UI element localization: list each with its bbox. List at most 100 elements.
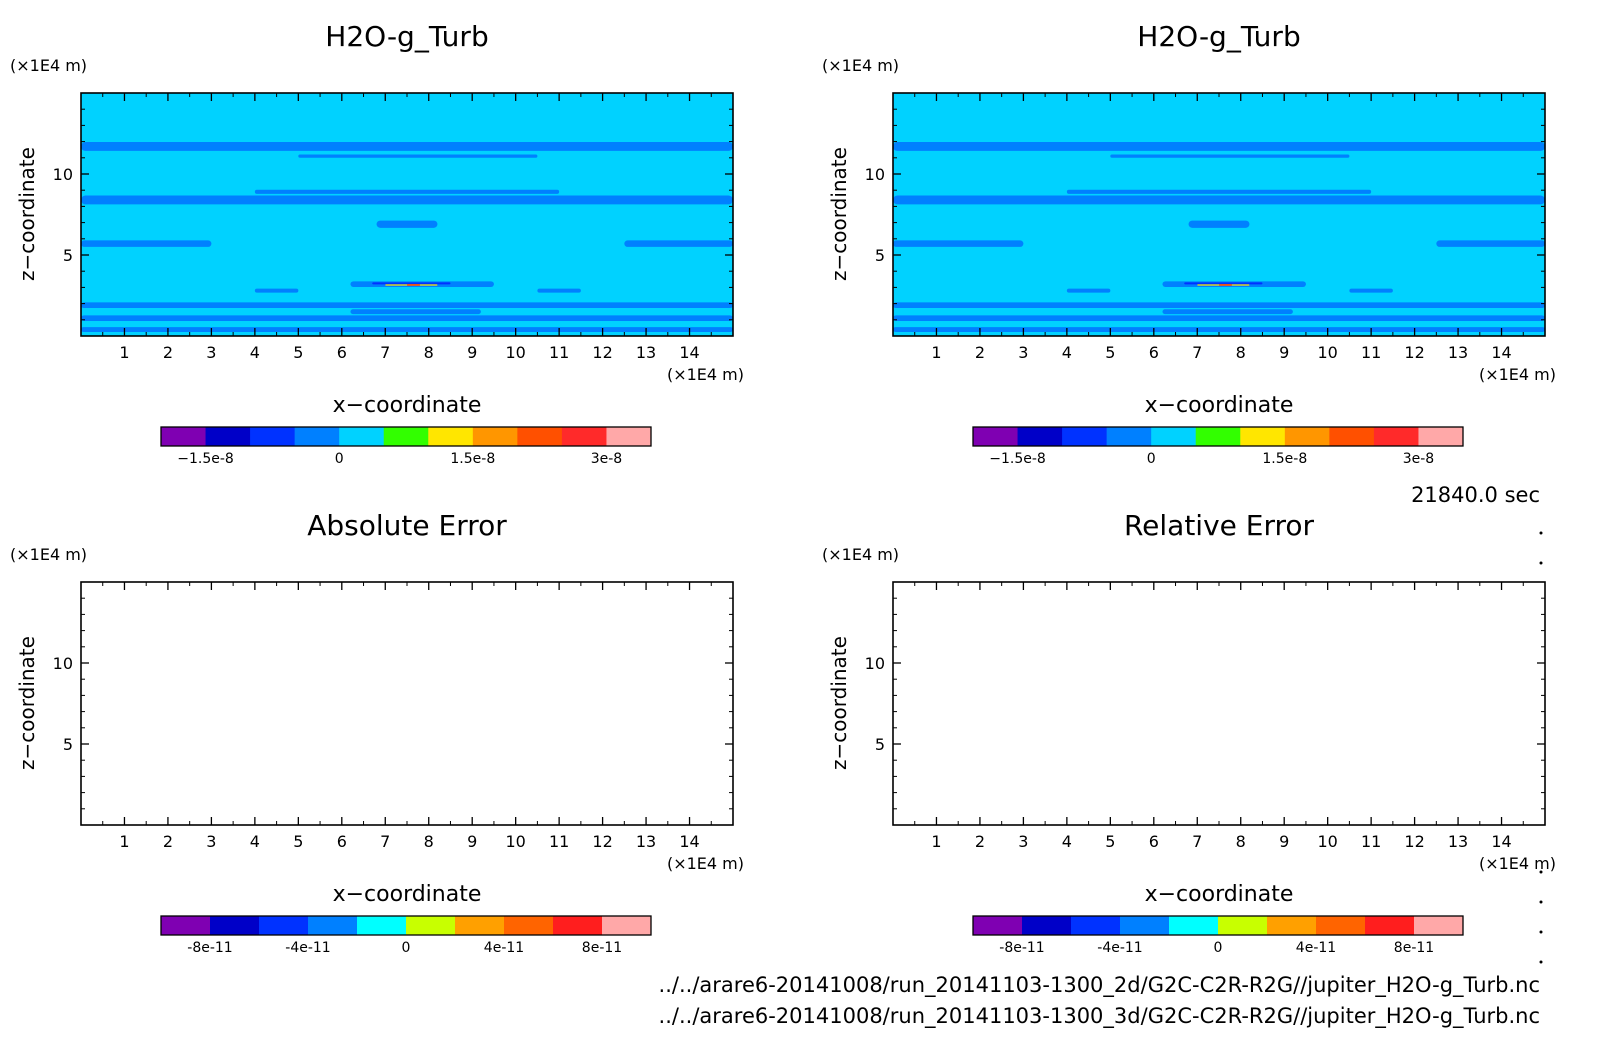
colorbar-tick-label: 0 <box>1214 940 1223 956</box>
x-tick-label: 2 <box>163 343 173 362</box>
colorbar-tick-label: -8e-11 <box>187 940 232 956</box>
colorbar-swatch <box>1062 427 1108 446</box>
chart-panel-4: Relative Error(×1E4 m)1 2 3 4 5 6 7 8 9 10 11 12 13 1… <box>822 509 1556 956</box>
x-tick-label: 14 <box>679 832 699 851</box>
colorbar-swatch <box>1120 916 1170 935</box>
colorbar-swatch <box>357 916 407 935</box>
x-tick-label: 12 <box>592 343 612 362</box>
colorbar-swatch <box>428 427 474 446</box>
x-tick-label: 6 <box>337 832 347 851</box>
z-tick-label: 10 <box>865 165 885 184</box>
chart-title: Absolute Error <box>307 509 507 542</box>
contour-band <box>254 288 299 293</box>
contour-band <box>254 189 560 194</box>
colorbar-tick-label: -4e-11 <box>285 940 330 956</box>
colorbar-swatch <box>553 916 603 935</box>
chart-panel-2: H2O-g_Turb(×1E4 m)1 2 3 4 5 6 7 8 9 10 11 12 13 14510… <box>822 20 1556 467</box>
x-tick-label: 8 <box>424 343 434 362</box>
x-tick-label: 5 <box>293 832 303 851</box>
colorbar-swatch <box>259 916 309 935</box>
x-tick-label: 2 <box>975 343 985 362</box>
colorbar-tick-label: −1.5e-8 <box>989 451 1046 467</box>
colorbar-swatch <box>1071 916 1121 935</box>
colorbar-tick-label: 8e-11 <box>1394 940 1434 956</box>
chart-panel-1: H2O-g_Turb(×1E4 m)1 2 3 4 5 6 7 8 9 10 11 12 13 14510… <box>10 20 744 467</box>
contour-band <box>81 315 733 322</box>
x-tick-label: 9 <box>467 832 477 851</box>
x-tick-label: 2 <box>975 832 985 851</box>
x-unit-label: (×1E4 m) <box>667 854 744 873</box>
field-background <box>893 582 1545 825</box>
colorbar-swatch <box>1284 427 1330 446</box>
colorbar-swatch <box>973 916 1023 935</box>
colorbar-tick-label: -4e-11 <box>1097 940 1142 956</box>
file-path-2d: ../../arare6-20141008/run_20141103-1300_… <box>659 973 1540 998</box>
colorbar-tick-label: −1.5e-8 <box>177 451 234 467</box>
x-tick-label: 13 <box>636 343 656 362</box>
z-tick-label: 10 <box>53 165 73 184</box>
contour-band <box>893 327 1545 332</box>
field-background <box>81 582 733 825</box>
colorbar-frame <box>972 426 1464 447</box>
contour-band <box>893 142 1545 151</box>
x-tick-label: 3 <box>1018 832 1028 851</box>
colorbar-swatch <box>161 916 211 935</box>
contour-band <box>1110 154 1350 158</box>
colorbar-swatch <box>1106 427 1152 446</box>
colorbar-swatch <box>1218 916 1268 935</box>
x-unit-label: (×1E4 m) <box>1479 854 1556 873</box>
chart-title: H2O-g_Turb <box>325 20 488 53</box>
x-axis-label: x−coordinate <box>333 882 482 907</box>
x-tick-label: 9 <box>1279 343 1289 362</box>
contour-band <box>893 315 1545 322</box>
contour-band <box>1184 282 1263 285</box>
colorbar-swatch <box>504 916 554 935</box>
x-unit-label: (×1E4 m) <box>667 365 744 384</box>
field-background <box>893 93 1545 336</box>
contour-band <box>1219 284 1233 286</box>
x-axis-label: x−coordinate <box>1145 393 1294 418</box>
chart-title: Relative Error <box>1124 509 1315 542</box>
x-tick-label: 12 <box>592 832 612 851</box>
colorbar-swatch <box>561 427 607 446</box>
x-tick-label: 9 <box>467 343 477 362</box>
time-label: 21840.0 sec <box>1411 483 1540 507</box>
colorbar-swatch <box>1365 916 1415 935</box>
x-tick-label: 9 <box>1279 832 1289 851</box>
x-tick-label: 7 <box>1192 343 1202 362</box>
x-tick-label: 6 <box>1149 832 1159 851</box>
colorbar-frame <box>160 426 652 447</box>
z-tick-label: 10 <box>865 654 885 673</box>
colorbar-swatch <box>517 427 563 446</box>
contour-band <box>298 154 538 158</box>
colorbar-swatch <box>1022 916 1072 935</box>
y-axis-label: z−coordinate <box>15 636 39 770</box>
x-tick-label: 10 <box>1317 832 1337 851</box>
x-axis-label: x−coordinate <box>1145 882 1294 907</box>
x-tick-label: 6 <box>337 343 347 362</box>
contour-band <box>1066 288 1111 293</box>
contour-band <box>81 142 733 151</box>
contour-band <box>350 309 481 315</box>
contour-band <box>537 288 581 293</box>
x-tick-label: 10 <box>505 343 525 362</box>
x-tick-label: 14 <box>679 343 699 362</box>
colorbar-swatch <box>1195 427 1241 446</box>
contour-band <box>1162 309 1293 315</box>
x-tick-label: 6 <box>1149 343 1159 362</box>
z-tick-label: 5 <box>875 735 885 754</box>
y-axis-label: z−coordinate <box>15 147 39 281</box>
colorbar-tick-label: 4e-11 <box>1296 940 1336 956</box>
contour-band <box>624 240 733 247</box>
contour-band <box>893 240 1024 247</box>
x-tick-label: 8 <box>1236 832 1246 851</box>
x-tick-label: 11 <box>549 343 569 362</box>
colorbar-swatch <box>406 916 456 935</box>
x-tick-label: 7 <box>380 832 390 851</box>
x-tick-label: 5 <box>1105 832 1115 851</box>
colorbar-tick-label: 3e-8 <box>1403 451 1434 467</box>
x-tick-label: 4 <box>250 343 260 362</box>
x-tick-label: 13 <box>1448 343 1468 362</box>
colorbar-swatch <box>383 427 429 446</box>
